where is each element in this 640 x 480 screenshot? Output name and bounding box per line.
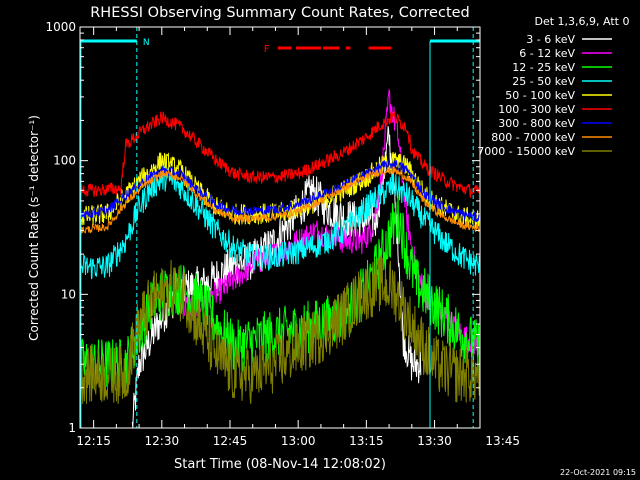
legend-label-7000-15000-kev: 7000 - 15000 keV [477,145,575,158]
legend-label-50-100-kev: 50 - 100 keV [505,89,575,102]
night-label: N [143,38,150,48]
y-tick-label: 1000 [45,20,76,34]
y-tick-label: 10 [61,287,76,301]
legend-label-12-25-kev: 12 - 25 keV [512,61,575,74]
legend-label-100-300-kev: 100 - 300 keV [498,103,575,116]
series-line-300-800-kev [79,159,481,223]
annotation-layer: NF [80,27,480,428]
x-tick-label: 12:15 [76,434,111,448]
plot-timestamp: 22-Oct-2021 09:15 [560,468,636,477]
chart-title: RHESSI Observing Summary Count Rates, Co… [90,5,470,21]
data-layer [79,89,481,429]
legend-label-300-800-kev: 300 - 800 keV [498,117,575,130]
x-tick-label: 13:15 [349,434,384,448]
x-tick-label: 12:45 [213,434,248,448]
x-tick-label: 13:30 [417,434,452,448]
series-line-800-7000-kev [79,166,480,236]
legend-label-800-7000-kev: 800 - 7000 keV [491,131,575,144]
series-line-100-300-kev [79,111,481,199]
legend-title: Det 1,3,6,9, Att 0 [535,15,630,28]
y-tick-label: 1 [68,421,76,435]
legend-label-3-6-kev: 3 - 6 keV [526,33,575,46]
legend-label-25-50-kev: 25 - 50 keV [512,75,575,88]
series-line-7000-15000-kev [79,255,481,405]
series-line-12-25-kev [79,190,481,390]
flare-label: F [264,44,270,55]
legend-label-6-12-kev: 6 - 12 keV [519,47,575,60]
axis-layer: 12:15 12:30 12:45 13:00 13:15 13:30 13:45 1 10 10… [45,20,520,448]
plot-frame [79,26,481,429]
x-tick-label: 13:00 [281,434,316,448]
x-tick-label: 12:30 [145,434,180,448]
x-axis-label: Start Time (08-Nov-14 12:08:02) [174,457,386,472]
y-axis-label: Corrected Count Rate (s⁻¹ detector⁻¹) [27,115,41,341]
y-tick-label: 100 [53,154,76,168]
x-tick-label: 13:45 [485,434,520,448]
series-line-25-50-kev [79,166,480,280]
